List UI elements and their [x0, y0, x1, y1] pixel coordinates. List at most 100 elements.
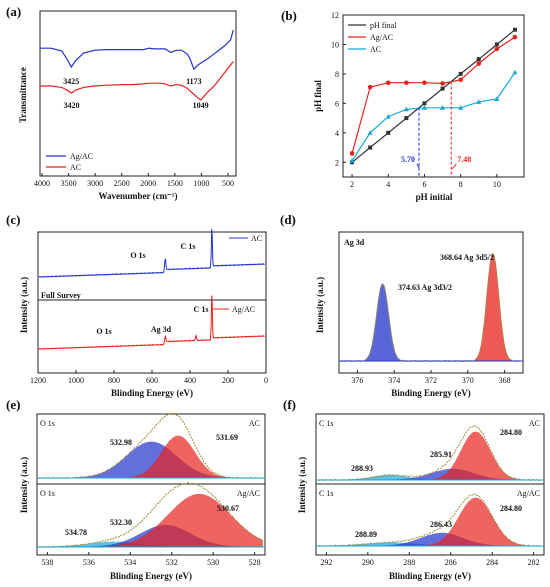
panel-d-xtick-label: 368 [499, 376, 511, 385]
panel-b-ytick-label: 12 [331, 11, 339, 20]
panel-e-ylabel: Intensity (a.u.) [19, 457, 29, 513]
ph-point-triangle [458, 105, 464, 110]
survey-line-ag-ac [38, 295, 265, 350]
pzc-label-ag-ac: 7.48 [457, 155, 471, 164]
legend-label-ag-ac: Ag/AC [70, 152, 93, 161]
panel-c-xtick-label: 1200 [30, 376, 46, 385]
ph-point-circle [404, 80, 409, 86]
panel-c-ylabel: Intensity (a.u.) [19, 277, 29, 333]
panel-e-xtick-label: 532 [166, 558, 178, 567]
panel-b-xtick-label: 4 [386, 180, 390, 189]
panel-f-xtick-label: 286 [445, 558, 457, 567]
ag3d32-annotation: 374.63 Ag 3d3/2 [398, 283, 452, 292]
ph-point-square [368, 145, 373, 150]
ph-point-circle [422, 80, 427, 86]
panel-b-ytick-label: 8 [335, 70, 339, 79]
panel-a-xtick-label: 3000 [87, 179, 103, 188]
panel-b-ytick-label: 10 [331, 40, 339, 49]
panel-c-xlabel: Blinding Energy (eV) [111, 388, 193, 398]
panel-a-xtick-label: 3500 [61, 179, 77, 188]
ph-point-triangle [421, 105, 427, 110]
panel-c-xtick-label: 200 [222, 376, 234, 385]
o1s-peak-53230: 532.30 [110, 518, 132, 527]
panel-b-xtick-label: 6 [422, 180, 426, 189]
panel-a-xtick-label: 1000 [193, 179, 209, 188]
ph-line-0 [351, 29, 516, 163]
panel-b-ytick-label: 2 [335, 158, 339, 167]
ftir-annotation: 3420 [64, 101, 80, 110]
pzc-label-ac: 5.70 [401, 155, 415, 164]
panel-a-ylabel: Transmittance [18, 67, 28, 123]
panel-c-frame [37, 231, 267, 374]
survey-line-ac [38, 229, 265, 278]
survey-peak-o1s-ac: O 1s [130, 251, 145, 260]
panel-b-xtick-label: 2 [350, 180, 354, 189]
ph-point-square [512, 27, 517, 32]
survey-peak-o1s-ag-ac: O 1s [96, 327, 111, 336]
c1s-ac-component-2 [431, 431, 519, 481]
panel-f-xtick-label: 282 [528, 558, 540, 567]
ag3d32-peak-fill [364, 283, 401, 362]
panel-d-xtick-label: 372 [425, 376, 437, 385]
panel-e-xtick-label: 530 [207, 558, 219, 567]
panel-c-xtick-label: 800 [108, 376, 120, 385]
ph-point-triangle [440, 105, 446, 110]
panel-a-xtick-label: 1500 [167, 179, 183, 188]
panel-a-xlabel: Wavenumber (cm⁻¹) [98, 191, 177, 201]
panel-f-xtick-label: 284 [486, 558, 498, 567]
panel-f-sub-c1s-ac: C 1s [319, 419, 333, 428]
panel-b-ytick-label: 6 [335, 99, 339, 108]
panel-d-label: (d) [280, 212, 296, 227]
survey-peak-c1s-ac: C 1s [181, 242, 196, 251]
ph-point-circle [476, 61, 482, 66]
c1s-peak-28591-ac: 285.91 [430, 450, 452, 459]
panel-d-xtick-label: 374 [388, 376, 400, 385]
c1s-peak-28480-ac: 284.80 [500, 428, 522, 437]
c1s-peak-28643-ag-ac: 286.43 [430, 520, 452, 529]
ag3d-envelope [340, 252, 521, 363]
ph-point-square [404, 116, 409, 121]
ftir-annotation: 1049 [193, 101, 209, 110]
panel-f-sub-ag-ac: Ag/AC [517, 489, 540, 498]
c1s-ag-ac-envelope [317, 493, 542, 547]
panel-c-xtick-label: 0 [264, 376, 268, 385]
panel-e-label: (e) [6, 397, 20, 412]
c1s-peak-28893-ac: 288.93 [351, 464, 373, 473]
panel-f-label: (f) [283, 397, 296, 412]
panel-b-ylabel: pH final [313, 80, 323, 112]
panel-c-xtick-label: 600 [146, 376, 158, 385]
ftir-line-ac [40, 61, 234, 101]
ftir-annotation: 1173 [186, 77, 202, 86]
ph-point-square [476, 57, 481, 62]
panel-b-ytick-label: 4 [335, 129, 339, 138]
panel-a-xtick-label: 2500 [114, 179, 130, 188]
ph-point-triangle [385, 114, 391, 119]
ph-legend-label: pH final [370, 21, 397, 30]
o1s-ag-ac-envelope [38, 482, 264, 548]
panel-f-xtick-label: 288 [403, 558, 415, 567]
survey-peak-ag3d: Ag 3d [151, 325, 172, 334]
panel-e-sub-o1s-ag-ac: O 1s [40, 489, 55, 498]
panel-b-xlabel: pH initial [416, 192, 453, 202]
panel-e-xtick-label: 536 [83, 558, 95, 567]
o1s-peak-53478: 534.78 [65, 528, 87, 537]
ph-point-circle [494, 46, 500, 52]
ph-line-1 [351, 36, 516, 154]
ag3d52-annotation: 368.64 Ag 3d5/2 [440, 253, 494, 262]
ph-point-circle [349, 151, 355, 156]
o1s-peak-53169: 531.69 [216, 433, 238, 442]
panel-e-xtick-label: 528 [249, 558, 261, 567]
panel-f-ylabel: Intensity (a.u.) [297, 457, 307, 513]
panel-f-xlabel: Blinding Energy (eV) [389, 571, 471, 581]
panel-e-sub-ac: AC [249, 419, 260, 428]
ph-point-square [494, 42, 499, 47]
survey-title: Full Survey [41, 291, 81, 300]
ph-point-triangle [494, 96, 500, 101]
ph-legend-label: AC [370, 45, 381, 54]
ph-point-triangle [349, 158, 355, 163]
ph-point-triangle [367, 130, 373, 135]
ph-point-circle [367, 84, 373, 90]
panel-f-xtick-label: 290 [362, 558, 374, 567]
ph-point-square [458, 71, 463, 76]
panel-b-xtick-label: 8 [459, 180, 463, 189]
